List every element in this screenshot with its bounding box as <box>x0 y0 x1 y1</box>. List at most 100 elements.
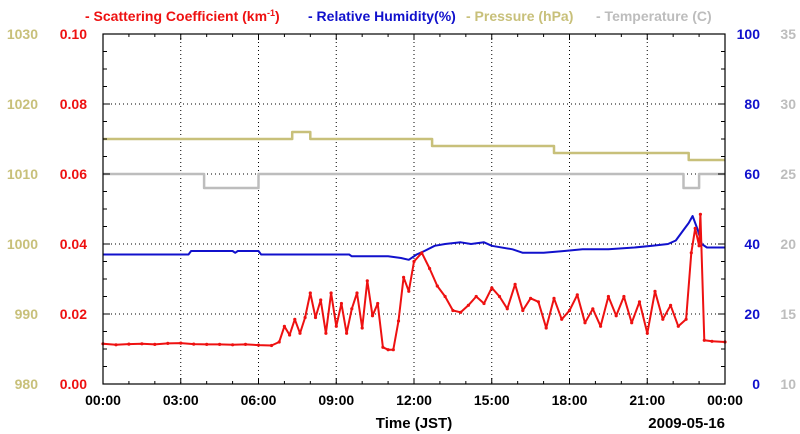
data-point-scattering <box>459 310 463 314</box>
scattering-tick-label: 0.04 <box>60 236 87 252</box>
humidity-tick-label: 20 <box>744 306 760 322</box>
data-point-scattering <box>661 317 665 321</box>
data-point-scattering <box>396 319 401 323</box>
pressure-tick-label: 990 <box>15 306 39 322</box>
data-point-scattering <box>386 348 390 352</box>
pressure-tick-label: 1000 <box>7 236 38 252</box>
data-point-scattering <box>153 342 157 346</box>
data-point-scattering <box>256 343 261 347</box>
data-point-scattering <box>218 342 222 346</box>
data-point-scattering <box>482 301 486 306</box>
data-point-scattering <box>428 266 432 271</box>
data-point-scattering <box>637 300 642 304</box>
data-point-scattering <box>329 291 333 295</box>
data-point-scattering <box>179 341 183 345</box>
data-point-scattering <box>676 324 680 328</box>
data-point-scattering <box>710 339 714 343</box>
x-tick-label: 03:00 <box>163 392 199 408</box>
data-point-scattering <box>339 301 343 306</box>
data-point-scattering <box>334 324 338 328</box>
humidity-tick-label: 100 <box>737 26 761 42</box>
data-point-scattering <box>575 293 579 297</box>
data-point-scattering <box>319 298 323 302</box>
data-point-scattering <box>536 300 541 304</box>
scattering-tick-label: 0.06 <box>60 166 87 182</box>
data-point-scattering <box>552 296 556 300</box>
data-point-scattering <box>697 244 701 248</box>
data-point-scattering <box>293 317 297 321</box>
data-point-scattering <box>466 303 470 307</box>
series-line-relative-humidity <box>103 215 725 261</box>
temperature-tick-label: 15 <box>780 306 796 322</box>
data-point-scattering <box>653 289 657 293</box>
data-point-scattering <box>407 289 411 293</box>
humidity-tick-label: 0 <box>752 376 760 392</box>
data-point-scattering <box>365 279 369 283</box>
data-point-scattering <box>591 307 595 311</box>
x-tick-label: 00:00 <box>85 392 121 408</box>
data-point-scattering <box>324 331 328 335</box>
pressure-tick-label: 1030 <box>7 26 38 42</box>
scattering-tick-label: 0.02 <box>60 306 87 322</box>
data-point-scattering <box>140 342 144 346</box>
data-point-scattering <box>282 324 286 328</box>
data-point-scattering <box>599 324 603 328</box>
legend-label-close: ) <box>275 8 280 24</box>
legend-label: - Temperature (C) <box>596 8 712 24</box>
data-point-scattering <box>376 301 380 306</box>
legend-label: - Relative Humidity(%) <box>308 8 456 24</box>
data-point-scattering <box>370 314 375 318</box>
data-point-scattering <box>127 342 131 346</box>
data-point-scattering <box>412 259 416 264</box>
data-point-scattering <box>689 251 693 255</box>
date-label: 2009-05-16 <box>648 415 725 432</box>
series-line-pressure-hpa <box>103 130 725 162</box>
data-point-scattering <box>474 294 478 299</box>
data-point-scattering <box>490 286 494 290</box>
data-point-scattering <box>622 294 626 299</box>
scattering-tick-label: 0.10 <box>60 26 87 42</box>
data-point-scattering <box>702 338 706 342</box>
x-tick-label: 18:00 <box>552 392 588 408</box>
data-point-scattering <box>277 340 281 344</box>
data-point-scattering <box>298 331 302 335</box>
data-point-scattering <box>606 294 611 299</box>
x-tick-label: 00:00 <box>707 392 743 408</box>
data-point-scattering <box>435 284 439 288</box>
pressure-tick-label: 1010 <box>7 166 38 182</box>
legend-entry: - Scattering Coefficient (km-1) <box>85 8 280 24</box>
scattering-tick-label: 0.08 <box>60 96 87 112</box>
legend-label: - Scattering Coefficient (km <box>85 8 267 24</box>
data-point-scattering <box>698 212 703 216</box>
data-point-scattering <box>497 294 502 299</box>
data-point-scattering <box>166 341 170 345</box>
data-point-scattering <box>192 342 196 346</box>
x-tick-label: 15:00 <box>474 392 510 408</box>
data-point-scattering <box>360 326 364 330</box>
humidity-tick-label: 80 <box>744 96 760 112</box>
data-point-scattering <box>513 282 517 286</box>
data-point-scattering <box>402 275 406 279</box>
data-point-scattering <box>669 303 673 307</box>
legend-entry: - Pressure (hPa) <box>466 8 573 24</box>
data-point-scattering <box>693 226 697 230</box>
data-point-scattering <box>381 345 385 349</box>
pressure-tick-label: 980 <box>15 376 39 392</box>
legend-superscript: -1 <box>267 8 275 18</box>
data-point-scattering <box>345 331 349 335</box>
x-tick-label: 12:00 <box>396 392 432 408</box>
data-point-scattering <box>567 308 572 313</box>
data-point-scattering <box>521 308 525 313</box>
series-layer <box>101 130 727 352</box>
data-point-scattering <box>391 348 395 352</box>
data-point-scattering <box>350 307 354 311</box>
data-point-scattering <box>614 314 618 318</box>
data-point-scattering <box>231 343 235 347</box>
temperature-tick-label: 35 <box>780 26 796 42</box>
humidity-tick-label: 40 <box>744 236 760 252</box>
temperature-tick-label: 30 <box>780 96 796 112</box>
data-point-scattering <box>420 251 424 255</box>
legend-entry: - Relative Humidity(%) <box>308 8 456 24</box>
